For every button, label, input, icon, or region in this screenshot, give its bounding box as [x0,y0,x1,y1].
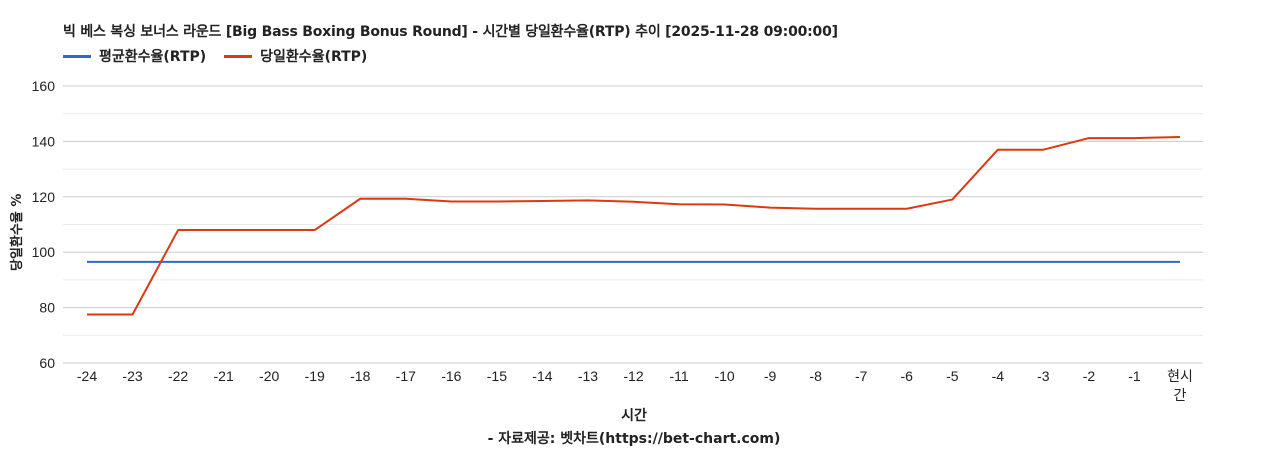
x-tick-label: -18 [350,368,370,384]
y-tick-label: 60 [39,355,55,371]
x-tick-label: -23 [122,368,142,384]
x-tick-label: -17 [396,368,416,384]
x-tick-label: -2 [1083,368,1096,384]
x-tick-label: -7 [855,368,868,384]
x-tick-label: -16 [441,368,461,384]
x-tick-label: -11 [669,368,688,384]
legend-item-daily-rtp[interactable]: 당일환수율(RTP) [224,46,367,66]
x-tick-label: -5 [946,368,959,384]
gridlines [63,85,1203,364]
x-tick-label: -21 [214,368,234,384]
legend-label: 평균환수율(RTP) [99,49,207,65]
legend-label: 당일환수율(RTP) [260,49,368,65]
x-tick-label: -1 [1128,368,1141,384]
y-tick-label: 160 [32,78,56,94]
x-tick-label: -13 [578,368,598,384]
x-tick-label: -15 [487,368,507,384]
x-tick-label: -24 [77,368,97,384]
x-tick-label: -6 [901,368,914,384]
x-tick-label: -3 [1037,368,1050,384]
legend-item-average-rtp[interactable]: 평균환수율(RTP) [63,46,206,66]
x-axis-title: 시간 [621,408,647,424]
x-tick-label: -4 [992,368,1005,384]
legend-swatch-red-line-icon [224,54,253,58]
y-axis-ticks: 60 80 100 120 140 160 [32,78,56,371]
y-tick-label: 120 [32,189,56,205]
x-tick-label: 현시 간 [1167,368,1193,403]
x-tick-label: -10 [714,368,734,384]
x-tick-label: -20 [259,368,279,384]
x-tick-label: -22 [168,368,188,384]
x-tick-label: -9 [764,368,777,384]
chart-title: 빅 베스 복싱 보너스 라운드 [Big Bass Boxing Bonus R… [63,24,838,40]
legend-swatch-blue-line-icon [63,54,91,58]
chart-legend: 평균환수율(RTP) 당일환수율(RTP) [63,46,385,66]
x-tick-label: -8 [809,368,822,384]
y-tick-label: 80 [39,300,55,316]
x-tick-label: -14 [532,368,552,384]
daily-rtp-line[interactable] [87,135,1181,316]
y-tick-label: 100 [32,244,56,260]
series-lines [87,135,1181,316]
data-source-credit: - 자료제공: 벳차트(https://bet-chart.com) [487,431,781,447]
x-tick-label: -12 [623,368,643,384]
x-tick-label: -19 [305,368,325,384]
x-axis-ticks: -24 -23 -22 -21 -20 -19 -18 -17 -16 -15 -14 -13 -12 -… [77,368,1193,403]
y-tick-label: 140 [32,133,56,149]
